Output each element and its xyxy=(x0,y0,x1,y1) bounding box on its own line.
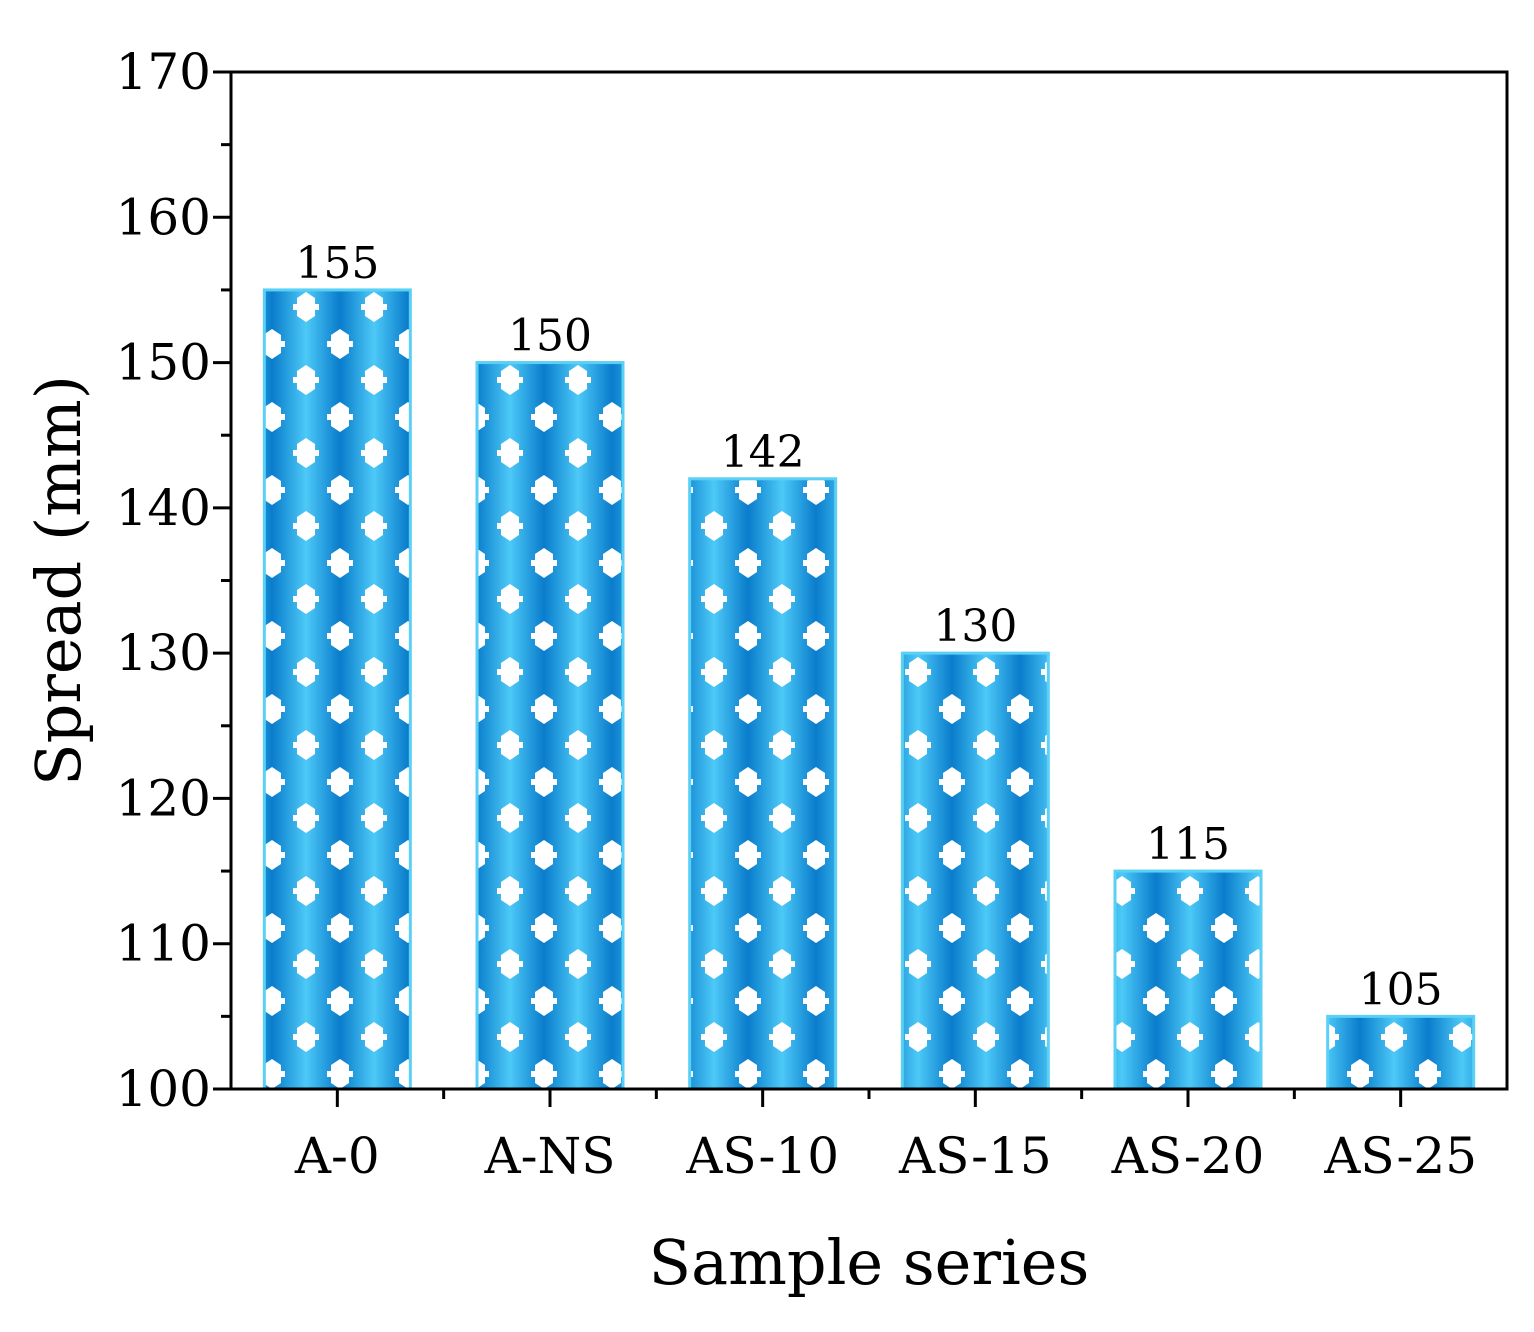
x-tick-label: AS-15 xyxy=(898,1127,1052,1185)
x-tick-label: A-NS xyxy=(483,1127,615,1185)
bar-as-10 xyxy=(688,477,838,1091)
plot-frame xyxy=(229,70,1509,1091)
y-tick-label: 140 xyxy=(116,479,211,537)
y-tick-label: 170 xyxy=(116,43,211,101)
bar-as-15 xyxy=(900,651,1050,1091)
data-labels-layer: 155 150 142 130 115 105 xyxy=(295,238,1442,1015)
y-tick-label: 130 xyxy=(116,624,211,682)
bar-pattern xyxy=(902,653,1049,1089)
axes-layer: A-0 A-NS AS-10 AS-15 AS-20 AS-251001101201301… xyxy=(116,43,1509,1185)
bar-pattern xyxy=(689,478,836,1089)
data-label: 105 xyxy=(1359,964,1443,1015)
y-tick-label: 150 xyxy=(116,334,211,392)
x-tick-label: AS-10 xyxy=(685,1127,839,1185)
x-tick-label: AS-25 xyxy=(1323,1127,1477,1185)
x-tick-label: A-0 xyxy=(294,1127,380,1185)
data-label: 150 xyxy=(508,311,592,362)
data-label: 142 xyxy=(721,427,805,478)
bar-pattern xyxy=(1115,871,1261,1089)
bar-pattern xyxy=(264,289,411,1089)
bar-a-ns xyxy=(475,361,625,1091)
data-label: 130 xyxy=(933,601,1017,652)
bar-a-0 xyxy=(262,288,412,1091)
bars-layer xyxy=(262,288,1476,1091)
x-tick-label: AS-20 xyxy=(1111,1127,1265,1185)
bar-pattern xyxy=(1327,1016,1474,1089)
y-tick-label: 160 xyxy=(116,188,211,246)
y-tick-label: 110 xyxy=(116,915,211,973)
y-axis-title: Spread (mm) xyxy=(22,375,95,786)
data-label: 155 xyxy=(295,238,379,289)
data-label: 115 xyxy=(1146,819,1230,870)
y-tick-label: 120 xyxy=(116,769,211,827)
x-axis-title: Sample series xyxy=(649,1226,1090,1299)
y-tick-label: 100 xyxy=(116,1060,211,1118)
bar-as-25 xyxy=(1326,1014,1476,1091)
bar-pattern xyxy=(477,362,623,1090)
bar-as-20 xyxy=(1113,869,1263,1091)
